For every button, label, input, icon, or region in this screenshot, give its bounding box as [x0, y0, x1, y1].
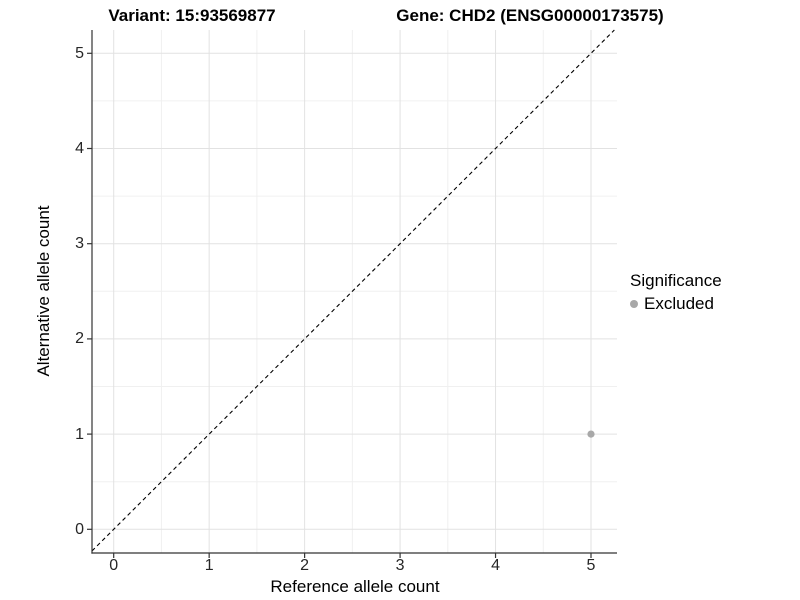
- legend: Significance Excluded: [630, 271, 722, 314]
- x-axis-title: Reference allele count: [270, 577, 440, 596]
- x-tick-label: 1: [204, 557, 214, 574]
- legend-item-excluded: Excluded: [630, 294, 722, 314]
- identity-reference-line: [91, 29, 615, 552]
- x-tick-label: 5: [586, 557, 596, 574]
- y-tick-label: 1: [75, 425, 84, 443]
- x-tick-label: 3: [395, 557, 405, 574]
- x-tick-label: 2: [300, 557, 310, 574]
- excluded-dot-icon: [630, 300, 638, 308]
- y-tick-label: 0: [75, 520, 84, 538]
- plot-title-gene: Gene: CHD2 (ENSG00000173575): [396, 6, 664, 25]
- legend-title: Significance: [630, 271, 722, 290]
- x-tick-label: 4: [491, 557, 500, 574]
- data-point-excluded: [587, 430, 595, 438]
- legend-item-label: Excluded: [644, 294, 714, 313]
- x-tick-label: 0: [109, 557, 119, 574]
- plot-title-variant: Variant: 15:93569877: [108, 6, 276, 25]
- y-axis-title: Alternative allele count: [34, 205, 53, 377]
- y-tick-label: 2: [75, 330, 84, 348]
- y-tick-label: 4: [75, 140, 84, 157]
- y-tick-label: 3: [75, 235, 84, 253]
- y-tick-label: 5: [75, 44, 84, 62]
